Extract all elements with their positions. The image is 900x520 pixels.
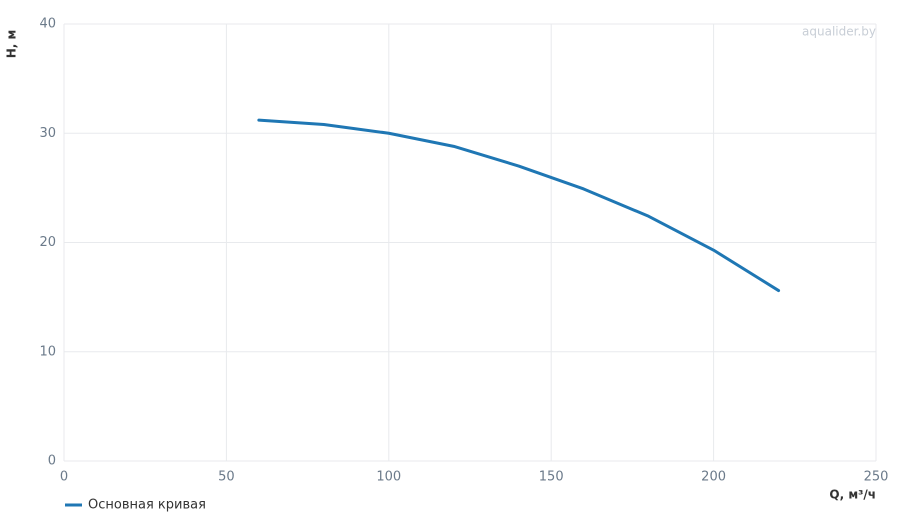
y-tick-label: 30	[39, 126, 56, 141]
y-tick-label: 40	[39, 17, 56, 32]
x-tick-label: 250	[864, 470, 889, 485]
x-axis-title: Q, м³/ч	[829, 488, 876, 502]
legend-label: Основная кривая	[88, 498, 206, 513]
x-tick-label: 100	[376, 470, 401, 485]
watermark: aqualider.by	[802, 25, 876, 39]
x-tick-label: 0	[60, 470, 68, 485]
y-tick-label: 0	[48, 454, 56, 469]
y-tick-label: 10	[39, 344, 56, 359]
x-tick-label: 200	[701, 470, 726, 485]
line-series	[257, 118, 781, 293]
y-axis-title: H, м	[5, 30, 19, 59]
x-tick-label: 150	[539, 470, 564, 485]
x-tick-label: 50	[218, 470, 235, 485]
y-tick-label: 20	[39, 235, 56, 250]
